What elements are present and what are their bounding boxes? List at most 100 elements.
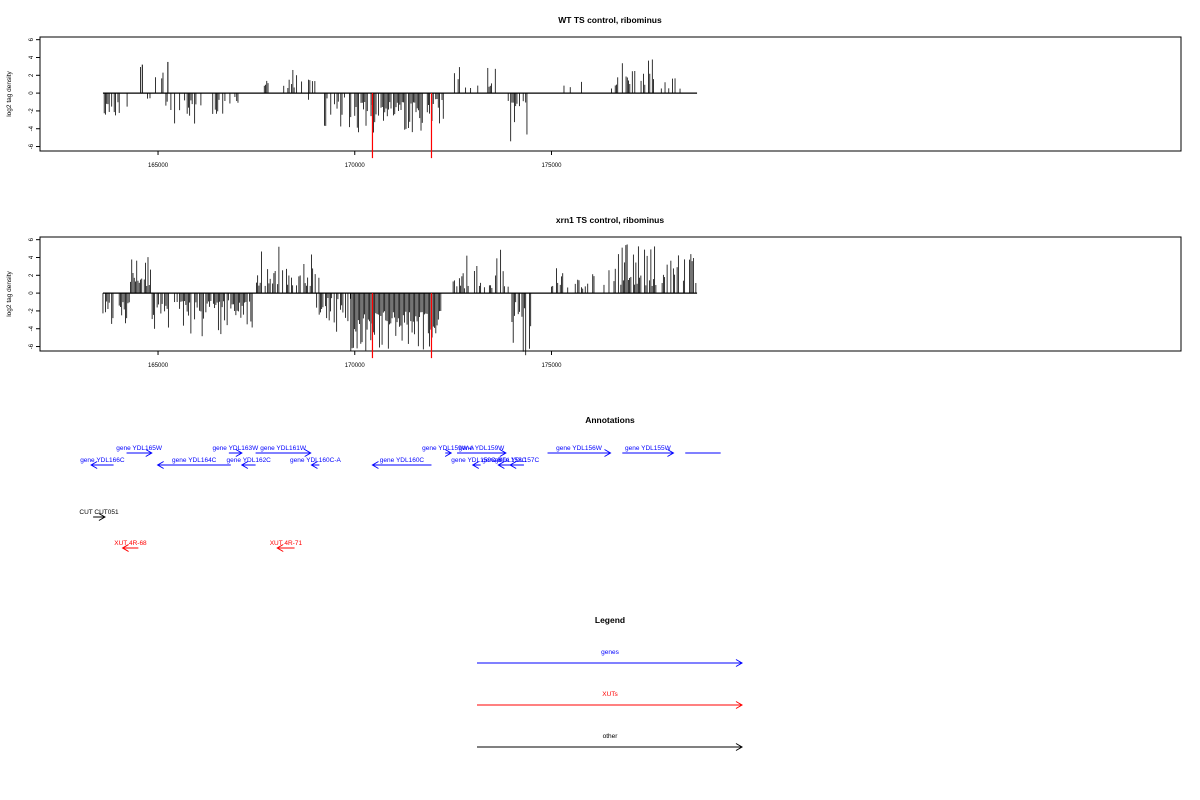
annotation-label: gene YDL157C xyxy=(495,457,540,464)
annotation-arrowhead xyxy=(304,449,312,457)
annotation-label: gene YDL165W xyxy=(116,445,163,452)
xrn1-plot-frame xyxy=(39,236,1182,352)
xrn1-x-tick-label: 175000 xyxy=(541,363,562,369)
annotation-arrowhead xyxy=(276,544,284,552)
annotation-feature: gene YDL161W xyxy=(255,445,312,457)
xrn1-track-panel: xrn1 TS control, ribominus log2 tag dens… xyxy=(6,215,1182,369)
xrn1-y-axis-label: log2 tag density xyxy=(6,270,13,316)
annotation-label: gene YDL158C xyxy=(482,457,527,464)
annotation-label: gene YDL159W xyxy=(459,445,506,452)
annotation-arrowhead xyxy=(471,461,480,469)
xrn1-y-tick-label: 4 xyxy=(29,255,35,259)
wt-y-tick-label: 6 xyxy=(29,37,35,41)
wt-x-axis: 165000 170000 175000 xyxy=(148,151,562,169)
annotation-feature: gene YDL160C xyxy=(371,457,432,469)
annotation-features: gene YDL165W gene YDL166C gene YDL164C gene… xyxy=(79,445,721,552)
annotation-feature: CUT CUT051 xyxy=(79,509,119,521)
annotation-arrowhead xyxy=(310,461,318,469)
xrn1-track-title: xrn1 TS control, ribominus xyxy=(556,215,664,225)
annotation-label: XUT 4R-71 xyxy=(270,540,303,547)
annotation-feature: gene YDL156W xyxy=(547,445,612,457)
annotation-feature: gene YDL164C xyxy=(156,457,231,469)
annotation-arrowhead xyxy=(240,461,249,469)
annotation-arrowhead xyxy=(235,449,243,457)
annotation-feature: XUT 4R-68 xyxy=(114,540,147,552)
annotation-label: gene YDL162C xyxy=(227,457,272,464)
wt-track-title: WT TS control, ribominus xyxy=(558,15,662,25)
wt-track-panel: WT TS control, ribominus log2 tag densit… xyxy=(6,15,1182,169)
annotation-label: gene YDL155W xyxy=(625,445,672,452)
xrn1-y-tick-label: 2 xyxy=(29,273,35,277)
annotation-feature: gene YDL159W-A xyxy=(422,445,475,457)
legend-item-1: XUTs xyxy=(477,691,743,709)
wt-y-tick-label: -2 xyxy=(29,108,35,114)
annotation-arrowhead xyxy=(604,449,612,457)
annotation-label: gene YDL156W xyxy=(556,445,603,452)
annotation-arrowhead xyxy=(145,449,153,457)
xrn1-y-tick-label: 0 xyxy=(29,291,35,295)
wt-x-tick-label: 165000 xyxy=(148,163,169,169)
xrn1-highlight-spikes xyxy=(371,293,433,359)
annotation-label: gene YDL166C xyxy=(80,457,125,464)
annotation-label: gene YDL160C xyxy=(380,457,425,464)
legend-item-label: genes xyxy=(601,649,619,656)
xrn1-x-axis: 165000 170000 175000 xyxy=(148,351,562,369)
annotation-label: gene YDL161W xyxy=(260,445,307,452)
wt-plot-frame xyxy=(39,36,1182,152)
annotation-arrowhead xyxy=(371,461,379,469)
xrn1-y-tick-label: 6 xyxy=(29,237,35,241)
annotation-arrowhead xyxy=(497,461,505,469)
xrn1-y-axis: -6 -4 -2 0 2 4 6 xyxy=(29,237,40,349)
annotation-arrowhead xyxy=(499,449,507,457)
annotation-arrowhead xyxy=(98,513,106,521)
annotation-label: gene YDL163W xyxy=(212,445,259,452)
legend-panel: Legend genes XUTs other xyxy=(477,615,743,751)
annotation-feature: gene YDL165W xyxy=(116,445,163,457)
annotation-feature: gene YDL163W xyxy=(212,445,259,457)
wt-y-tick-label: -4 xyxy=(29,125,35,131)
annotation-feature: gene YDL157C xyxy=(495,457,540,469)
legend-item-arrowhead xyxy=(735,743,743,751)
annotation-feature: XUT 4R-71 xyxy=(270,540,303,552)
legend-title: Legend xyxy=(595,615,625,625)
annotation-label: XUT 4R-68 xyxy=(114,540,147,547)
annotation-feature: gene YDL159C-B xyxy=(451,457,502,469)
annotation-label: gene YDL164C xyxy=(172,457,217,464)
xrn1-density-bars xyxy=(102,244,697,356)
annotation-feature: gene YDL166C xyxy=(80,457,125,469)
annotation-feature: gene YDL160C-A xyxy=(290,457,341,469)
wt-density-bars xyxy=(103,59,681,142)
annotation-label: gene YDL160C-A xyxy=(290,457,341,464)
annotation-arrowhead xyxy=(509,461,517,469)
wt-x-tick-label: 175000 xyxy=(541,163,562,169)
xrn1-x-tick-label: 170000 xyxy=(345,363,366,369)
annotation-label: gene YDL159W-A xyxy=(422,445,475,452)
annotation-label: gene YDL159C-B xyxy=(451,457,502,464)
wt-x-tick-label: 170000 xyxy=(345,163,366,169)
annotation-feature: gene YDL162C xyxy=(227,457,272,469)
annotation-label: CUT CUT051 xyxy=(79,509,119,516)
xrn1-y-tick-label: -2 xyxy=(29,308,35,314)
wt-highlight-spikes xyxy=(141,61,433,159)
annotation-feature: gene YDL158C xyxy=(482,457,527,469)
annotations-title: Annotations xyxy=(585,415,635,425)
legend-item-0: genes xyxy=(477,649,743,667)
xrn1-y-tick-label: -4 xyxy=(29,325,35,331)
legend-item-label: XUTs xyxy=(602,691,618,698)
wt-y-tick-label: 4 xyxy=(29,55,35,59)
annotation-arrowhead xyxy=(90,461,98,469)
legend-item-label: other xyxy=(603,733,619,740)
annotation-feature: gene YDL155W xyxy=(622,445,675,457)
legend-items: genes XUTs other xyxy=(477,649,743,751)
wt-y-tick-label: 2 xyxy=(29,73,35,77)
legend-item-arrowhead xyxy=(735,701,743,709)
annotation-feature: gene YDL159W xyxy=(457,445,507,457)
xrn1-x-tick-label: 165000 xyxy=(148,363,169,369)
legend-item-2: other xyxy=(477,733,743,751)
wt-y-tick-label: -6 xyxy=(29,143,35,149)
annotation-arrowhead xyxy=(156,461,164,469)
annotation-arrowhead xyxy=(667,449,675,457)
wt-y-axis-label: log2 tag density xyxy=(6,70,13,116)
